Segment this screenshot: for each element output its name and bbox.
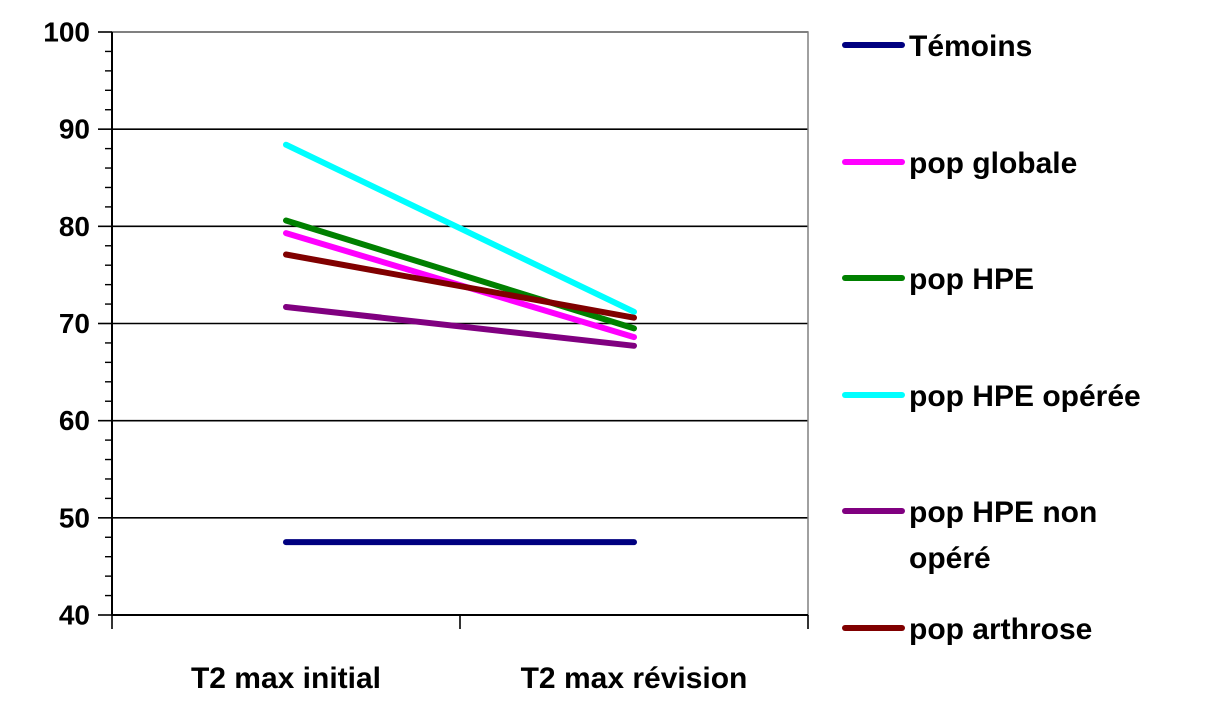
legend-label: pop HPE opérée (909, 380, 1141, 413)
y-tick-label: 100 (43, 17, 90, 48)
y-tick-label: 80 (59, 211, 90, 242)
x-tick-label: T2 max révision (521, 662, 748, 695)
x-tick-label: T2 max initial (191, 662, 381, 695)
y-tick-label: 90 (59, 114, 90, 145)
legend-label: pop HPE non (909, 496, 1097, 529)
legend-label: pop HPE (909, 263, 1034, 296)
y-tick-label: 70 (59, 308, 90, 339)
legend-label: Témoins (909, 30, 1032, 63)
legend: Témoins pop globale pop HPE pop HPE opérée p… (842, 30, 1141, 646)
series-line-5 (283, 251, 637, 321)
legend-label: pop arthrose (909, 613, 1092, 646)
y-tick-label: 50 (59, 502, 90, 533)
y-tick-label: 40 (59, 600, 90, 631)
x-axis: T2 max initial T2 max révision (111, 614, 809, 695)
y-axis: 40 50 60 70 80 90 100 (43, 17, 113, 631)
legend-label: opéré (909, 542, 991, 575)
y-tick-label: 60 (59, 405, 90, 436)
series-line-2 (283, 217, 637, 332)
legend-label: pop globale (909, 147, 1077, 180)
series-line-4 (283, 304, 637, 349)
series-line-3 (283, 141, 637, 315)
series-lines (283, 141, 637, 546)
